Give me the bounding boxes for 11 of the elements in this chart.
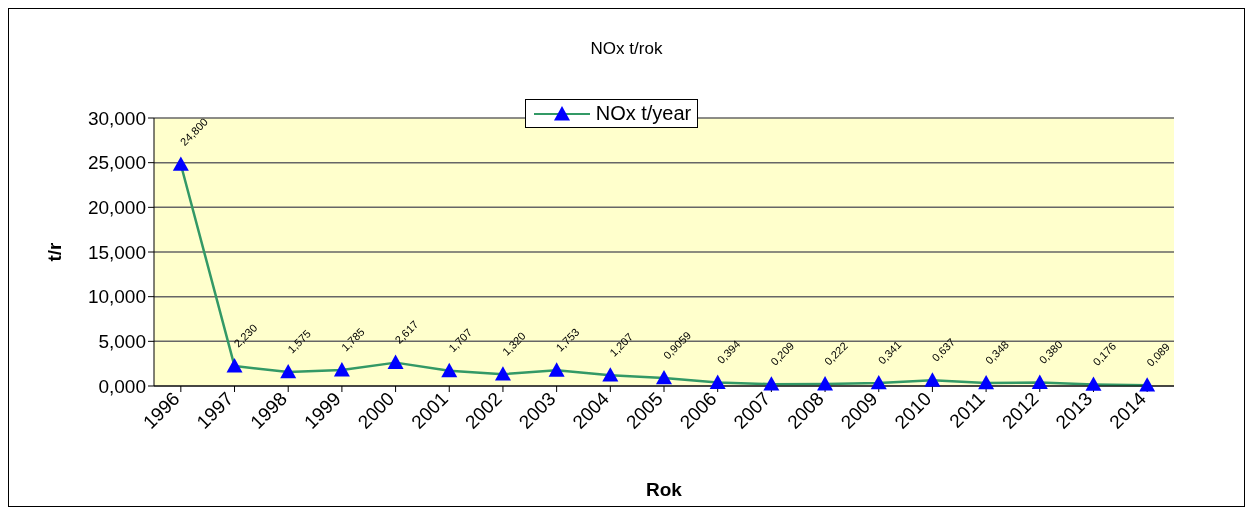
y-tick-label: 20,000 — [87, 197, 146, 219]
y-axis-title: t/r — [43, 241, 65, 262]
y-tick-label: 30,000 — [87, 107, 146, 129]
y-tick-label: 10,000 — [87, 286, 146, 308]
chart-title: NOx t/rok — [589, 39, 664, 59]
x-axis-title: Rok — [646, 479, 683, 500]
y-tick-label: 25,000 — [87, 152, 146, 174]
y-tick-label: 0,000 — [98, 375, 146, 397]
legend-label: NOx t/year — [595, 102, 692, 125]
y-tick-label: 5,000 — [98, 331, 146, 353]
y-tick-label: 15,000 — [87, 241, 146, 263]
